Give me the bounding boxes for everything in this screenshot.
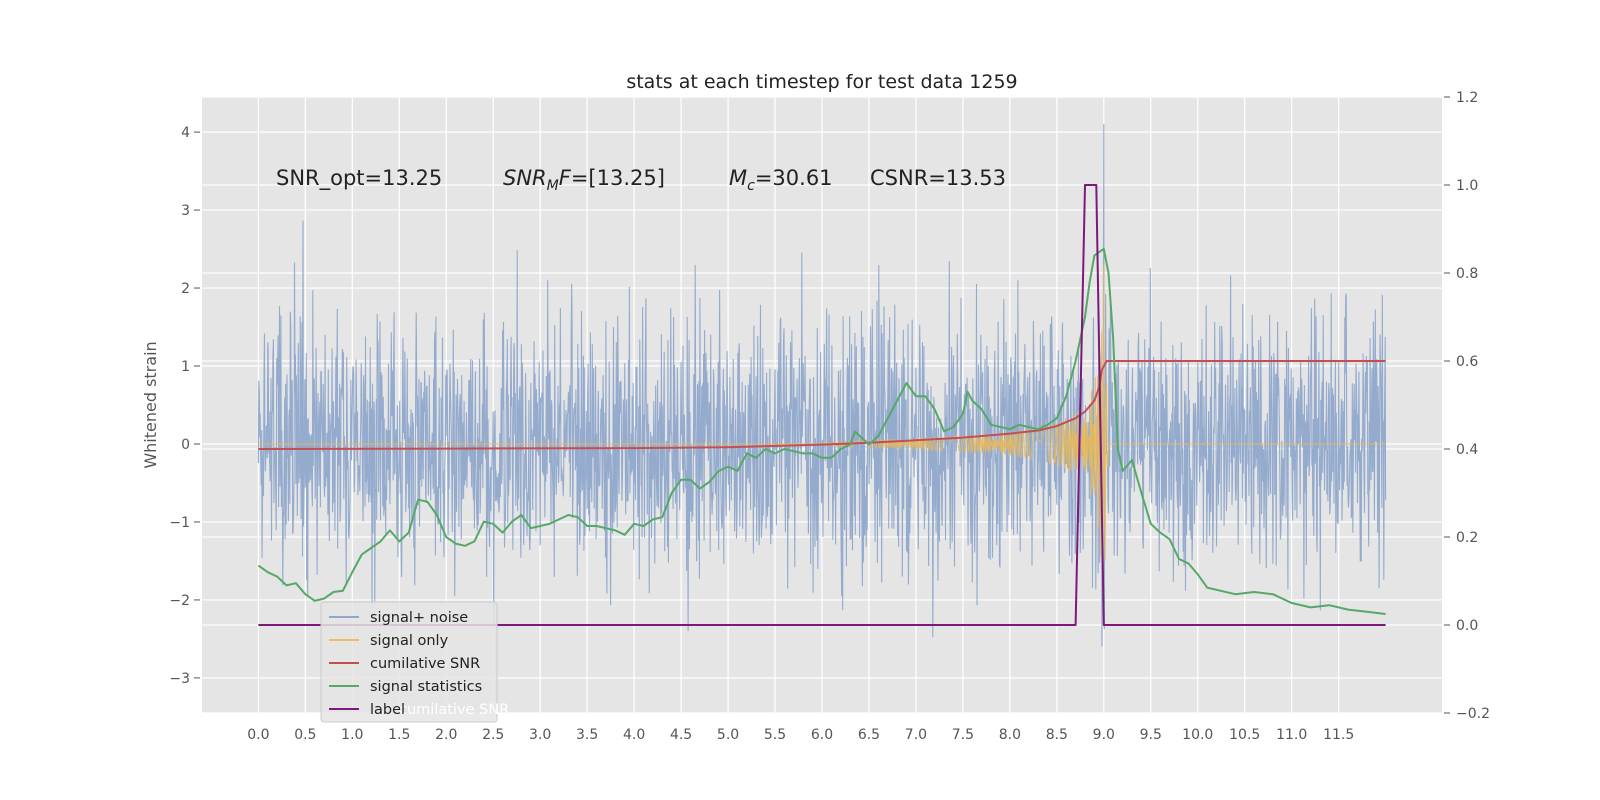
legend-entry-signal-only: signal only (370, 633, 449, 649)
snr-mf-value: =[13.25] (571, 166, 665, 190)
y-tick-label: 3 (181, 203, 190, 219)
snr-mf-sub: M (547, 178, 559, 194)
y2-tick-label: 1.2 (1456, 90, 1478, 106)
x-tick-label: 3.5 (576, 727, 598, 743)
y2-tick-label: 0.6 (1456, 354, 1478, 370)
snr-mf-label: SNR (503, 166, 547, 190)
y-tick-label: 1 (181, 359, 190, 375)
x-tick-label: 5.0 (717, 727, 739, 743)
y2-tick-label: −0.2 (1456, 706, 1490, 722)
x-tick-label: 10.0 (1182, 727, 1213, 743)
x-tick-label: 4.5 (670, 727, 692, 743)
x-tick-label: 5.5 (764, 727, 786, 743)
annotation-snr-opt: SNR_opt=13.25 (276, 166, 442, 191)
y-axis-left: 4 3 2 1 0 −1 −2 −3 (169, 125, 200, 687)
y-tick-label: 0 (181, 437, 190, 453)
y-tick-label: −3 (169, 671, 190, 687)
y2-tick-label: 0.2 (1456, 530, 1478, 546)
series-lines (257, 184, 1386, 626)
mc-sub: c (747, 178, 755, 194)
y2-tick-label: 1.0 (1456, 178, 1478, 194)
annotation-csnr: CSNR=13.53 (870, 166, 1006, 190)
y-axis-right: 1.2 1.0 0.8 0.6 0.4 0.2 0.0 −0.2 (1444, 90, 1490, 722)
x-tick-label: 6.0 (811, 727, 833, 743)
x-tick-label: 2.0 (435, 727, 457, 743)
y-tick-label: 4 (181, 125, 190, 141)
legend-entry-signal-noise: signal+ noise (370, 610, 468, 626)
x-tick-label: 8.5 (1046, 727, 1068, 743)
y2-tick-label: 0.4 (1456, 442, 1478, 458)
x-tick-label: 0.5 (294, 727, 316, 743)
x-tick-label: 9.0 (1093, 727, 1115, 743)
x-tick-label: 8.0 (999, 727, 1021, 743)
annotation-mc: Mc=30.61 (729, 166, 833, 194)
plot-area (257, 124, 1387, 647)
x-tick-label: 9.5 (1140, 727, 1162, 743)
legend-entry-cumilative-snr: cumilative SNR (370, 656, 480, 672)
y-tick-label: −2 (169, 593, 190, 609)
x-tick-label: 11.5 (1323, 727, 1354, 743)
y-axis-label: Whitened strain (141, 341, 160, 468)
label-line (258, 184, 1386, 626)
x-tick-label: 10.5 (1229, 727, 1260, 743)
legend: cumilative SNR signal+ noise signal only… (320, 601, 509, 723)
x-tick-label: 1.5 (388, 727, 410, 743)
y2-tick-label: 0.0 (1456, 618, 1478, 634)
x-tick-label: 1.0 (341, 727, 363, 743)
y-tick-label: −1 (169, 515, 190, 531)
y-tick-label: 2 (181, 281, 190, 297)
x-tick-label: 7.5 (952, 727, 974, 743)
x-tick-label: 2.5 (482, 727, 504, 743)
mc-value: =30.61 (755, 166, 833, 190)
mc-label: M (729, 166, 747, 190)
legend-ghost-text: cumilative SNR (399, 702, 509, 718)
x-tick-label: 4.0 (623, 727, 645, 743)
legend-entry-label: label (370, 702, 405, 718)
x-tick-label: 11.0 (1276, 727, 1307, 743)
signal-statistics-line (257, 247, 1386, 615)
x-tick-label: 0.0 (247, 727, 269, 743)
annotation-snr-mf: SNRMF=[13.25] (503, 166, 665, 194)
x-tick-label: 3.0 (529, 727, 551, 743)
legend-box (320, 601, 498, 723)
x-tick-label: 7.0 (905, 727, 927, 743)
x-axis: 0.0 0.5 1.0 1.5 2.0 2.5 3.0 3.5 4.0 4.5 5.0 5.5 6.0 6… (247, 727, 1354, 743)
x-tick-label: 6.5 (858, 727, 880, 743)
chart-title: stats at each timestep for test data 125… (626, 71, 1017, 93)
snr-mf-mid: F (559, 166, 572, 190)
y2-tick-label: 0.8 (1456, 266, 1478, 282)
legend-entry-signal-statistics: signal statistics (370, 679, 482, 695)
